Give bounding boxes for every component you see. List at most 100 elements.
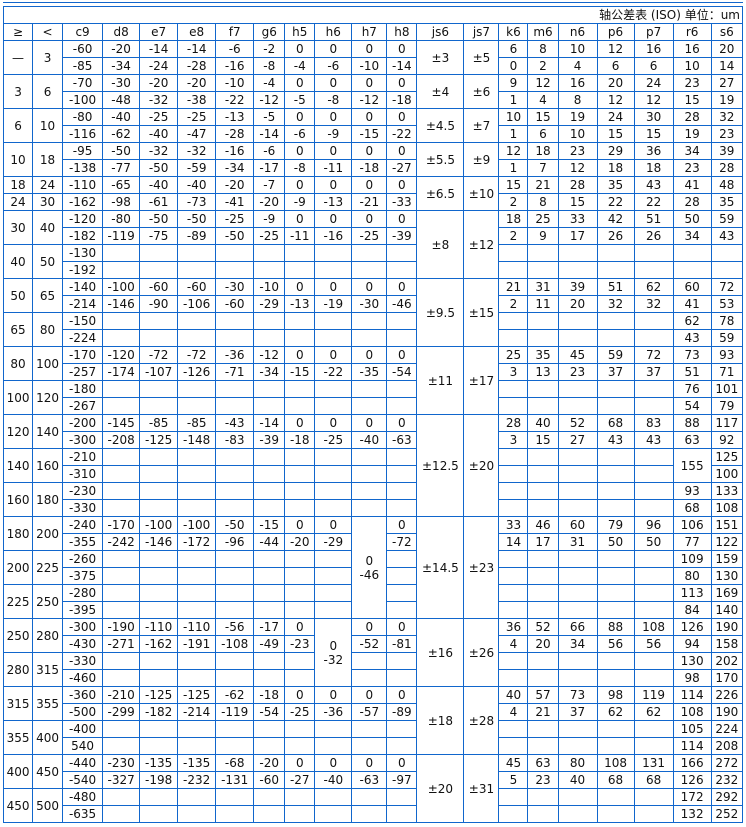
- table-cell: -100: [102, 278, 141, 296]
- table-cell: 119: [633, 686, 674, 704]
- table-cell: [139, 482, 179, 500]
- table-cell: [253, 788, 286, 806]
- table-cell: [102, 244, 141, 262]
- table-cell: -198: [139, 771, 179, 789]
- table-cell: 250: [2, 618, 34, 653]
- table-cell: -65: [102, 176, 141, 194]
- table-cell: -20: [253, 193, 286, 211]
- table-cell: -73: [177, 193, 217, 211]
- table-cell: 60: [557, 516, 598, 534]
- table-cell: 0 -32: [314, 618, 353, 687]
- table-cell: [102, 652, 141, 670]
- table-cell: [710, 261, 744, 279]
- table-cell: [351, 805, 388, 823]
- table-cell: [215, 584, 255, 602]
- table-cell: 0: [351, 40, 388, 58]
- table-cell: [215, 312, 255, 330]
- table-cell: 200: [2, 550, 34, 585]
- table-cell: -375: [62, 567, 104, 585]
- table-cell: [386, 244, 418, 262]
- table-cell: -257: [62, 363, 104, 381]
- table-row: 24 30 -162 -98 -61 -73 -41 -20 -9 -13 -21 -33 2 8 15 22…: [2, 193, 744, 211]
- table-cell: [139, 380, 179, 398]
- table-cell: 0: [498, 57, 529, 75]
- table-cell: 72: [633, 346, 674, 364]
- table-cell: [215, 329, 255, 347]
- table-cell: -27: [284, 771, 316, 789]
- table-cell: 60: [672, 278, 712, 296]
- table-cell: 105: [672, 720, 712, 738]
- table-cell: [314, 244, 353, 262]
- table-cell: [284, 720, 316, 738]
- table-cell: [139, 788, 179, 806]
- table-cell: -15: [351, 125, 388, 143]
- table-cell: [253, 244, 286, 262]
- table-row: 540 114 208: [4, 737, 744, 755]
- table-cell: [351, 788, 388, 806]
- table-cell: ±18: [416, 686, 465, 755]
- table-cell: [284, 669, 316, 687]
- table-cell: -85: [62, 57, 104, 75]
- table-cell: -89: [177, 227, 217, 245]
- table-cell: 108: [710, 499, 744, 517]
- table-cell: [498, 499, 529, 517]
- table-cell: 41: [672, 176, 712, 194]
- table-cell: 23: [710, 125, 744, 143]
- table-cell: -119: [102, 227, 141, 245]
- table-cell: 2: [498, 227, 529, 245]
- table-cell: [102, 448, 141, 466]
- table-cell: -125: [139, 686, 179, 704]
- table-cell: [527, 601, 559, 619]
- table-cell: 0: [351, 686, 388, 704]
- table-row: 355 400 -400 105 224: [2, 720, 744, 755]
- table-cell: 62: [633, 703, 674, 721]
- table-cell: 0: [314, 142, 353, 160]
- table-cell: 59: [596, 346, 635, 364]
- table-cell: ±23: [463, 516, 500, 619]
- table-cell: -232: [177, 771, 217, 789]
- table-cell: [351, 669, 388, 687]
- table-cell: -40: [139, 176, 179, 194]
- table-cell: 114: [672, 686, 712, 704]
- table-cell: [215, 805, 255, 823]
- column-header-f7: f7: [215, 23, 255, 41]
- table-cell: 108: [633, 618, 674, 636]
- table-cell: 0: [284, 108, 316, 126]
- table-cell: [215, 567, 255, 585]
- table-cell: -20: [102, 40, 141, 58]
- table-cell: 166: [672, 754, 712, 772]
- table-row: -138 -77 -50 -59 -34 -17 -8 -11 -18 -27 1 7 12 18 18 23…: [4, 159, 744, 177]
- table-cell: 20: [527, 635, 559, 653]
- table-cell: 16: [557, 74, 598, 92]
- table-cell: 0: [386, 210, 418, 228]
- table-cell: -310: [62, 465, 104, 483]
- table-cell: 12: [498, 142, 529, 160]
- table-cell: 0 -46: [351, 516, 388, 619]
- table-cell: -80: [102, 210, 141, 228]
- table-cell: [139, 737, 179, 755]
- table-cell: 43: [633, 176, 674, 194]
- table-cell: -12: [351, 91, 388, 109]
- table-cell: [527, 737, 559, 755]
- table-cell: 50: [596, 533, 635, 551]
- table-cell: 0: [314, 278, 353, 296]
- table-cell: 160: [32, 448, 64, 483]
- table-cell: 400: [32, 720, 64, 755]
- table-cell: -20: [215, 176, 255, 194]
- table-cell: [633, 550, 674, 568]
- column-header-k6: k6: [498, 23, 529, 41]
- table-cell: [527, 482, 559, 500]
- table-cell: 0: [314, 108, 353, 126]
- table-cell: -4: [253, 74, 286, 92]
- table-cell: 72: [710, 278, 744, 296]
- table-cell: [139, 652, 179, 670]
- table-cell: 46: [527, 516, 559, 534]
- table-cell: -300: [62, 618, 104, 636]
- table-cell: -30: [351, 295, 388, 313]
- table-cell: -13: [284, 295, 316, 313]
- table-cell: 80: [557, 754, 598, 772]
- table-cell: -480: [62, 788, 104, 806]
- table-cell: [314, 584, 353, 602]
- table-cell: ±5: [463, 40, 500, 75]
- table-cell: 3: [32, 40, 64, 75]
